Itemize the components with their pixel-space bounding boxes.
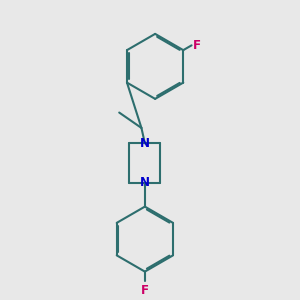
Text: N: N (140, 176, 150, 189)
Text: F: F (193, 39, 201, 52)
Text: N: N (140, 137, 150, 150)
Text: F: F (141, 284, 149, 297)
